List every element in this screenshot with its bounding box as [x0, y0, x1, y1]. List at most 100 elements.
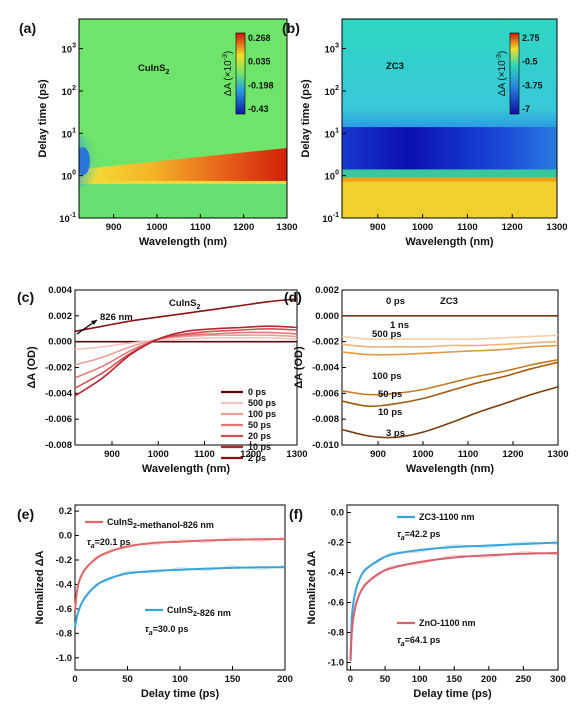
a-colorbar-tick-label-3: -0.43 — [248, 104, 269, 114]
f-x-tick-label-150: 150 — [446, 674, 462, 685]
c-y-tick-label--0.002: -0.002 — [45, 363, 72, 374]
b-x-axis-title: Wavelength (nm) — [405, 236, 494, 248]
f-y-tick-label--0.2: -0.2 — [328, 538, 344, 549]
d-panel-label: (d) — [284, 289, 302, 305]
d-x-tick-label-1100: 1100 — [458, 449, 479, 460]
c-legend-label-6: 2 ps — [248, 453, 266, 463]
d-y-tick-label--0.006: -0.006 — [312, 388, 339, 399]
d-curve-label-0: 0 ps — [386, 296, 405, 307]
d-sample-label: ZC3 — [440, 296, 458, 307]
e-y-tick-label--0.6: -0.6 — [56, 604, 72, 615]
kinetics-panel-cuins2: 0 50 100 150 200 0.2 0.0 -0.2 -0.4 -0.6 -0.8 -1.0 De… — [17, 504, 293, 700]
f-tau-label-1: τa=64.1 ps — [397, 635, 440, 648]
e-x-tick-label-150: 150 — [225, 674, 241, 685]
d-y-axis-title: ΔA (OD) — [293, 346, 305, 389]
b-y-tick-label-10^0: 100 — [325, 170, 340, 183]
b-colorbar-tick-label-3: -7 — [522, 104, 530, 114]
a-x-axis-title: Wavelength (nm) — [139, 236, 228, 248]
e-fit-line-0 — [74, 538, 286, 612]
c-x-tick-label-1000: 1000 — [148, 449, 169, 460]
c-x-tick-label-900: 900 — [104, 449, 120, 460]
e-fit-line-1 — [74, 566, 286, 628]
a-sample-label: CuInS2 — [138, 63, 169, 76]
d-y-tick-label-0.000: 0.000 — [315, 311, 339, 322]
b-x-tick-label-1300: 1300 — [546, 222, 567, 233]
b-heatmap-transition — [342, 169, 557, 178]
a-x-tick-label-900: 900 — [106, 222, 122, 233]
a-heatmap-band-edge — [79, 180, 287, 184]
c-x-axis-title: Wavelength (nm) — [142, 463, 231, 475]
c-y-axis-title: ΔA (OD) — [26, 346, 38, 389]
a-colorbar — [235, 32, 246, 115]
heatmap-panel-cuins2: 900 1000 1100 1200 1300 10-1 100 101 102 103 Wavel… — [19, 18, 298, 248]
d-curve-label-3: 100 ps — [372, 371, 402, 382]
e-y-tick-label--1.0: -1.0 — [56, 653, 72, 664]
a-y-tick-label-10^2: 102 — [62, 85, 77, 98]
c-legend-label-1: 500 ps — [248, 398, 276, 408]
c-legend-label-5: 10 ps — [248, 442, 271, 452]
b-plot-frame — [341, 18, 558, 219]
b-y-tick-label-10^2: 102 — [325, 85, 340, 98]
c-y-tick-label--0.008: -0.008 — [45, 440, 72, 451]
d-series-line-10-ps — [341, 361, 559, 408]
f-tau-label-0: τa=42.2 ps — [397, 529, 440, 542]
f-legend-label-0: ZC3-1100 nm — [419, 512, 475, 522]
a-y-tick-label-10^-1: 10-1 — [59, 212, 76, 225]
c-arrow-head — [91, 320, 97, 325]
b-heatmap-image — [342, 19, 557, 218]
f-x-tick-label-0: 0 — [348, 674, 353, 685]
d-curve-label-2: 500 ps — [372, 329, 402, 340]
f-y-tick-label--0.6: -0.6 — [328, 598, 344, 609]
c-y-tick-label-0.004: 0.004 — [48, 285, 72, 296]
f-y-axis-title: Nomalized ΔA — [306, 550, 318, 624]
f-x-tick-label-100: 100 — [412, 674, 428, 685]
f-x-tick-label-300: 300 — [550, 674, 566, 685]
e-x-tick-label-0: 0 — [72, 674, 77, 685]
d-y-tick-label--0.008: -0.008 — [312, 414, 339, 425]
d-curve-label-1: 1 ns — [390, 320, 409, 331]
e-data-trace-0 — [74, 536, 286, 610]
a-panel-label: (a) — [19, 20, 36, 36]
b-colorbar — [509, 32, 520, 115]
c-legend-label-3: 50 ps — [248, 420, 271, 430]
b-y-tick-label-10^3: 103 — [325, 43, 340, 56]
a-x-tick-label-1300: 1300 — [276, 222, 297, 233]
b-y-tick-label-10^-1: 10-1 — [322, 212, 339, 225]
d-curve-label-4: 50 ps — [378, 389, 402, 400]
a-heatmap-image — [79, 19, 287, 218]
b-colorbar-title: ΔA (×10-3) — [496, 51, 508, 96]
a-y-axis-title: Delay time (ps) — [37, 79, 49, 158]
b-colorbar-tick-label-0: 2.75 — [522, 33, 540, 43]
d-series-line-100-ps — [341, 344, 559, 356]
e-legend-label-0: CuInS2-methanol-826 nm — [107, 517, 214, 530]
a-y-tick-label-10^3: 103 — [62, 43, 77, 56]
f-legend-label-1: ZnO-1100 nm — [419, 618, 476, 628]
e-y-tick-label-0.2: 0.2 — [59, 506, 72, 517]
b-heatmap-early-edge — [342, 177, 557, 182]
e-tau-label-0: τa=20.1 ps — [87, 537, 130, 550]
f-x-axis-title: Delay time (ps) — [413, 688, 492, 700]
c-x-tick-label-1200: 1200 — [240, 449, 261, 460]
b-x-tick-label-1100: 1100 — [457, 222, 478, 233]
c-series-line-2-ps — [74, 298, 298, 333]
a-colorbar-tick-label-0: 0.268 — [248, 33, 271, 43]
b-colorbar-tick-label-2: -3.75 — [522, 80, 543, 90]
c-series-line-20-ps — [74, 327, 298, 389]
a-colorbar-tick-label-2: -0.198 — [248, 80, 274, 90]
d-x-tick-label-1200: 1200 — [502, 449, 523, 460]
b-sample-label: ZC3 — [386, 61, 404, 72]
spectra-panel-zc3: 900 1000 1100 1200 1300 0.002 0.000 -0.002 -0.00… — [284, 285, 569, 475]
a-heatmap-absorption-band — [79, 147, 287, 181]
e-y-tick-label--0.4: -0.4 — [56, 579, 73, 590]
f-data-trace-1 — [350, 551, 559, 660]
c-arrow-label: 826 nm — [100, 312, 133, 323]
d-curve-label-6: 3 ps — [386, 428, 405, 439]
f-x-tick-label-50: 50 — [380, 674, 391, 685]
d-y-tick-label-0.002: 0.002 — [315, 285, 339, 296]
b-heatmap-early-region — [342, 177, 557, 218]
e-x-axis-title: Delay time (ps) — [141, 688, 220, 700]
f-x-tick-label-250: 250 — [515, 674, 531, 685]
e-data-trace-1 — [74, 564, 286, 626]
f-y-tick-label--1.0: -1.0 — [328, 658, 344, 669]
